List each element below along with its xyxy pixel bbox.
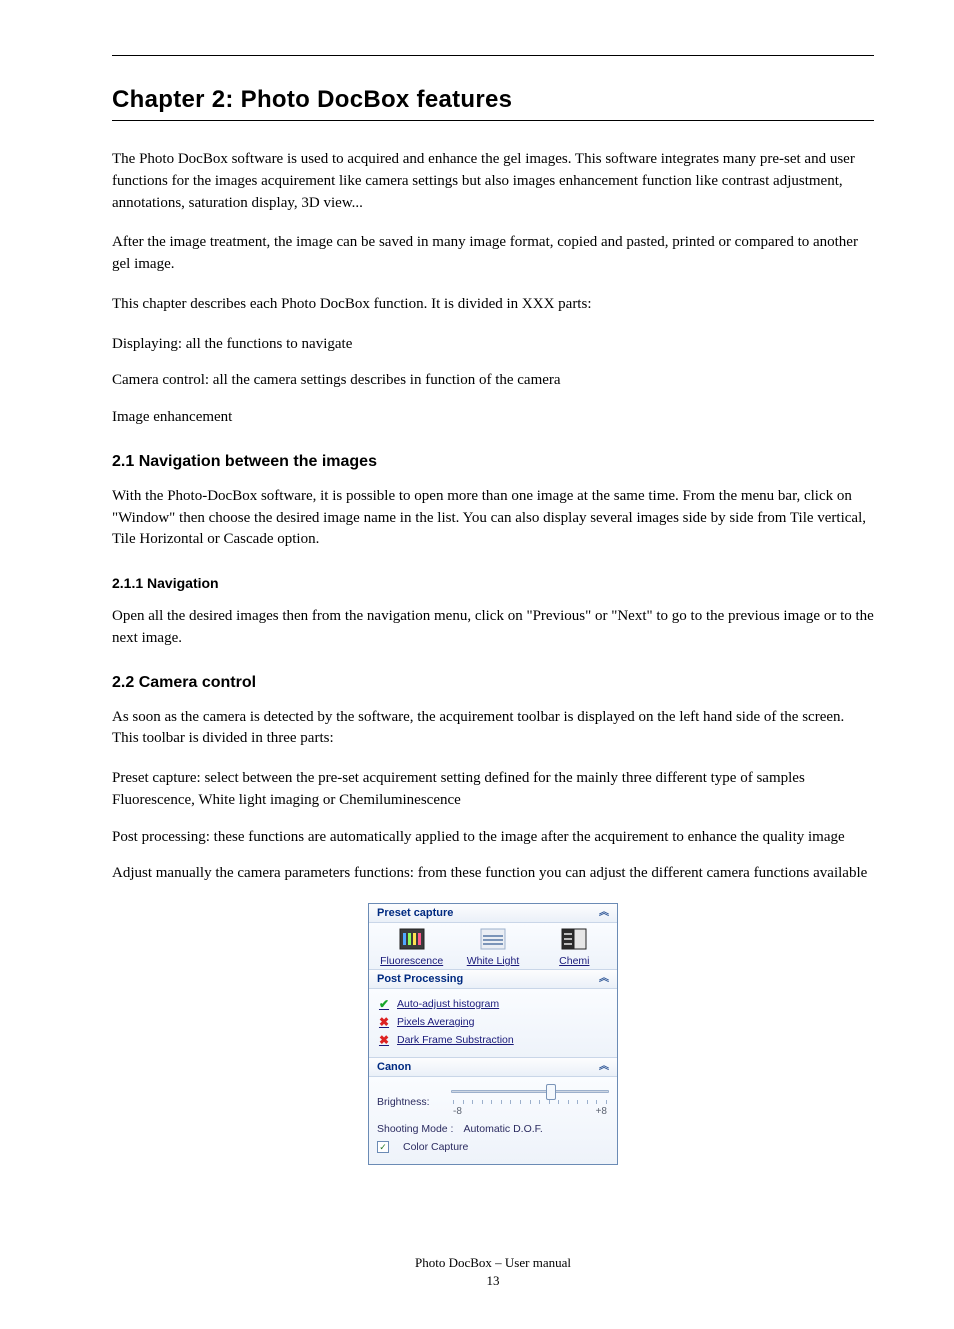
collapse-icon[interactable]: ︽: [599, 910, 609, 916]
section-2-2-body-b: Post processing: these functions are aut…: [112, 827, 874, 849]
figure-camera-panel: Preset capture ︽: [112, 903, 874, 1165]
panel-canon-body: Brightness: -8 +8: [369, 1077, 617, 1164]
panel-canon: Canon ︽ Brightness:: [369, 1057, 617, 1164]
canon-shooting-row: Shooting Mode : Automatic D.O.F.: [377, 1120, 609, 1138]
preset-white-light-label: White Light: [467, 955, 520, 967]
chemi-icon: [560, 927, 588, 951]
post-auto-label: Auto-adjust histogram: [397, 998, 499, 1010]
section-2-1-heading: 2.1 Navigation between the images: [112, 453, 874, 471]
slider-max-label: +8: [596, 1106, 607, 1117]
section-2-1-1-body: Open all the desired images then from th…: [112, 606, 874, 650]
section-2-2-body-c: Adjust manually the camera parameters fu…: [112, 863, 874, 885]
bullet-c: Image enhancement: [112, 407, 874, 429]
post-auto-histogram[interactable]: ✔ Auto-adjust histogram: [377, 995, 609, 1013]
chapter-title: Chapter 2: Photo DocBox features: [112, 86, 874, 114]
panel-post-header[interactable]: Post Processing ︽: [369, 970, 617, 989]
top-rule: [112, 55, 874, 56]
white-light-icon: [479, 927, 507, 951]
x-icon: ✖: [377, 1015, 391, 1029]
intro-paragraph-1: The Photo DocBox software is used to acq…: [112, 149, 874, 214]
preset-white-light[interactable]: White Light: [456, 927, 530, 967]
canon-color-capture-row[interactable]: ✓ Color Capture: [377, 1138, 609, 1156]
panel-preset-title: Preset capture: [377, 907, 453, 919]
brightness-slider[interactable]: -8 +8: [451, 1086, 609, 1117]
preset-chemi-label: Chemi: [559, 955, 589, 967]
preset-chemi[interactable]: Chemi: [537, 927, 611, 967]
bullet-a: Displaying: all the functions to navigat…: [112, 334, 874, 356]
check-icon: ✔: [377, 997, 391, 1011]
slider-thumb[interactable]: [546, 1084, 556, 1100]
checkbox-icon[interactable]: ✓: [377, 1141, 389, 1153]
post-pixels-averaging[interactable]: ✖ Pixels Averaging: [377, 1013, 609, 1031]
color-capture-label: Color Capture: [403, 1141, 468, 1153]
canon-brightness-row: Brightness: -8 +8: [377, 1083, 609, 1120]
section-2-1-1-heading: 2.1.1 Navigation: [112, 575, 874, 591]
shooting-mode-label: Shooting Mode :: [377, 1123, 453, 1135]
panel-post: Post Processing ︽ ✔ Auto-adjust histogra…: [369, 969, 617, 1057]
panel-preset-header[interactable]: Preset capture ︽: [369, 904, 617, 923]
footer-page-number: 13: [112, 1273, 874, 1289]
panel-canon-title: Canon: [377, 1061, 411, 1073]
section-2-2-body-a: Preset capture: select between the pre-s…: [112, 768, 874, 812]
title-underline: [112, 120, 874, 121]
x-icon: ✖: [377, 1033, 391, 1047]
section-2-2-body-1: As soon as the camera is detected by the…: [112, 707, 874, 751]
intro-paragraph-2: After the image treatment, the image can…: [112, 232, 874, 276]
panel-preset-body: Fluorescence White Light: [369, 923, 617, 969]
post-dark-frame[interactable]: ✖ Dark Frame Substraction: [377, 1031, 609, 1049]
slider-min-label: -8: [453, 1106, 462, 1117]
section-2-1-body: With the Photo-DocBox software, it is po…: [112, 486, 874, 551]
post-pixels-label: Pixels Averaging: [397, 1016, 474, 1028]
shooting-mode-value: Automatic D.O.F.: [463, 1123, 542, 1135]
collapse-icon[interactable]: ︽: [599, 976, 609, 982]
panel-canon-header[interactable]: Canon ︽: [369, 1058, 617, 1077]
fluorescence-icon: [398, 927, 426, 951]
panel-preset: Preset capture ︽: [369, 904, 617, 969]
brightness-label: Brightness:: [377, 1096, 441, 1108]
panel-post-body: ✔ Auto-adjust histogram ✖ Pixels Averagi…: [369, 989, 617, 1057]
page-footer: Photo DocBox – User manual 13: [112, 1255, 874, 1289]
panel-post-title: Post Processing: [377, 973, 463, 985]
footer-title: Photo DocBox – User manual: [112, 1255, 874, 1271]
intro-paragraph-3: This chapter describes each Photo DocBox…: [112, 294, 874, 316]
section-2-2-heading: 2.2 Camera control: [112, 674, 874, 692]
bullet-b: Camera control: all the camera settings …: [112, 370, 874, 392]
post-dark-label: Dark Frame Substraction: [397, 1034, 514, 1046]
collapse-icon[interactable]: ︽: [599, 1064, 609, 1070]
panel-stack: Preset capture ︽: [368, 903, 618, 1165]
preset-fluorescence-label: Fluorescence: [380, 955, 443, 967]
preset-fluorescence[interactable]: Fluorescence: [375, 927, 449, 967]
